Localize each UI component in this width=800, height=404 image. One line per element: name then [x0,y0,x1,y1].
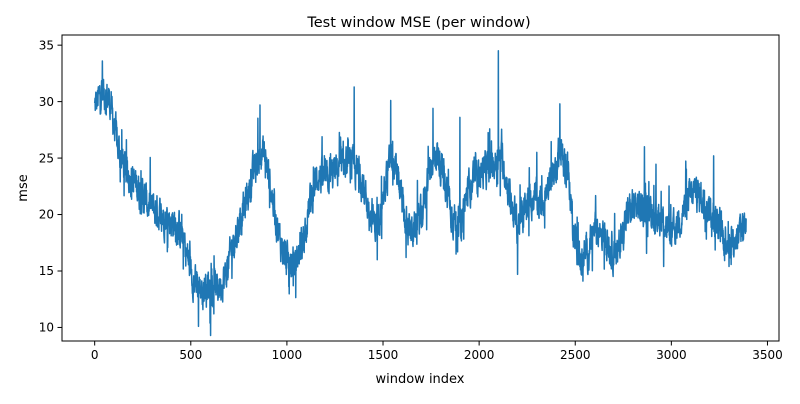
y-tick-label: 10 [39,321,54,335]
x-tick-label: 500 [179,348,202,362]
y-axis-label: mse [16,174,31,201]
x-tick-label: 1500 [368,348,399,362]
x-tick-label: 2000 [464,348,495,362]
mse-series-line [93,50,747,337]
x-axis: 0 500 1000 1500 2000 2500 3000 3500 [91,341,783,362]
y-tick-label: 20 [39,208,54,222]
x-axis-label: window index [375,372,464,387]
x-tick-label: 3000 [656,348,687,362]
y-tick-label: 35 [39,38,54,52]
y-tick-label: 25 [39,151,54,165]
axes-frame [61,34,780,342]
x-tick-label: 0 [91,348,99,362]
y-tick-label: 15 [39,264,54,278]
x-tick-label: 3500 [752,348,783,362]
y-axis: 10 15 20 25 30 35 [39,38,62,335]
chart-title: Test window MSE (per window) [306,15,530,31]
x-tick-label: 2500 [560,348,591,362]
y-tick-label: 30 [39,95,54,109]
x-tick-label: 1000 [272,348,303,362]
